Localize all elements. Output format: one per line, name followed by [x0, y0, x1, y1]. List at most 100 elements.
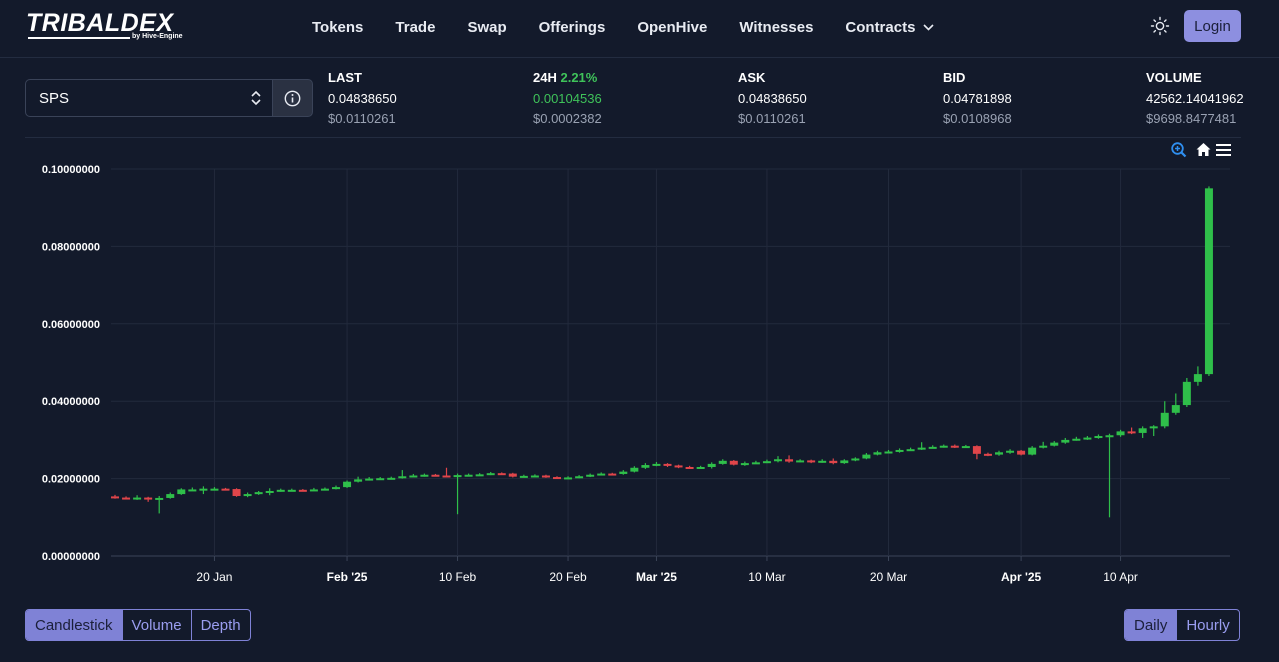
candle-body: [685, 466, 694, 469]
candle-body: [210, 488, 219, 491]
candle-body: [696, 466, 705, 469]
nav-link-witnesses[interactable]: Witnesses: [739, 18, 814, 36]
menu-icon[interactable]: [1215, 141, 1232, 158]
x-tick-label: 20 Feb: [549, 570, 587, 584]
x-tick-label: 20 Jan: [196, 570, 232, 584]
candle-body: [332, 487, 340, 490]
candle-body: [1083, 437, 1092, 440]
stats-divider: [25, 137, 1241, 138]
depth-button[interactable]: Depth: [192, 610, 250, 640]
candle-body: [740, 463, 749, 466]
stat-volume: VOLUME 42562.14041962 $9698.8477481: [1146, 70, 1244, 126]
candle-body: [818, 460, 827, 463]
stat-volume-value: 42562.14041962: [1146, 91, 1244, 106]
y-tick-label: 0.08000000: [42, 241, 100, 253]
candle-body: [1149, 426, 1158, 429]
stat-last-usd: $0.0110261: [328, 111, 396, 126]
candle-body: [453, 475, 462, 478]
candle-body: [895, 449, 904, 452]
stat-ask: ASK 0.04838650 $0.0110261: [738, 70, 807, 126]
y-tick-label: 0.04000000: [42, 396, 100, 408]
stat-bid-usd: $0.0108968: [943, 111, 1012, 126]
login-button[interactable]: Login: [1184, 10, 1241, 42]
candle-body: [243, 494, 252, 497]
nav-link-openhive[interactable]: OpenHive: [637, 18, 708, 36]
stat-ask-usd: $0.0110261: [738, 111, 806, 126]
candle-body: [409, 475, 418, 478]
candlestick-button[interactable]: Candlestick: [26, 610, 123, 640]
token-select-value: SPS: [39, 90, 70, 107]
stat-24h-label: 24H 2.21%: [533, 70, 602, 86]
stat-24h: 24H 2.21% 0.00104536 $0.0002382: [533, 70, 602, 126]
nav-link-trade[interactable]: Trade: [395, 18, 436, 36]
stat-24h-value: 0.00104536: [533, 91, 602, 106]
candle-body: [276, 489, 285, 492]
nav-link-offerings[interactable]: Offerings: [538, 18, 606, 36]
tribaldex-logo[interactable]: TRIBALDEX by Hive-Engine: [26, 9, 186, 43]
stat-volume-label: VOLUME: [1146, 70, 1202, 85]
candle-body: [1028, 447, 1037, 455]
candle-body: [475, 474, 484, 477]
token-info-button[interactable]: [272, 79, 313, 117]
candle-body: [1193, 374, 1202, 382]
nav-link-tokens[interactable]: Tokens: [312, 18, 364, 36]
candle-body: [972, 446, 981, 454]
candle-body: [1105, 435, 1114, 438]
x-tick-label: Mar '25: [636, 570, 677, 584]
candle-body: [1127, 431, 1136, 434]
hourly-button[interactable]: Hourly: [1177, 610, 1238, 640]
nav-link-contracts[interactable]: Contracts: [845, 19, 934, 36]
chart-grid: [111, 168, 1230, 561]
candle-body: [884, 451, 893, 454]
nav-link-swap[interactable]: Swap: [467, 18, 507, 36]
top-nav: TRIBALDEX by Hive-Engine Tokens Trade Sw…: [0, 0, 1279, 58]
candle-body: [519, 475, 528, 478]
candlestick-chart[interactable]: 0.10000000 0.08000000 0.06000000 0.04000000…: [0, 140, 1279, 590]
candle-body: [1050, 442, 1059, 446]
x-axis: 20 Jan Feb '25 10 Feb 20 Feb Mar '25 10 Mar 20…: [196, 570, 1137, 584]
candle-body: [718, 460, 727, 464]
candle-body: [144, 497, 153, 500]
candle-body: [287, 489, 296, 492]
candle-body: [530, 475, 539, 478]
candle-body: [387, 477, 396, 480]
candle-body: [1061, 439, 1070, 443]
candle-body: [111, 496, 119, 499]
candle-body: [155, 497, 164, 500]
candle-body: [917, 447, 926, 450]
sun-icon[interactable]: [1150, 16, 1170, 36]
candle-body: [431, 474, 440, 477]
candle-body: [420, 474, 429, 477]
candle-body: [630, 467, 639, 472]
candle-body: [398, 476, 407, 479]
interval-toggle: Daily Hourly: [1124, 609, 1240, 641]
candle-body: [464, 474, 473, 477]
stat-bid-label: BID: [943, 70, 966, 85]
candle-body: [1072, 438, 1081, 441]
candle-body: [608, 473, 617, 476]
candle-body: [376, 478, 385, 481]
candle-body: [829, 460, 838, 464]
candle-body: [586, 474, 595, 477]
volume-button[interactable]: Volume: [123, 610, 192, 640]
candle-body: [862, 454, 871, 459]
candle-body: [309, 489, 318, 492]
candle-body: [851, 458, 860, 461]
y-tick-label: 0.00000000: [42, 551, 100, 563]
candle-body: [641, 465, 650, 468]
home-icon[interactable]: [1195, 141, 1212, 158]
candle-body: [807, 460, 816, 463]
candle-body: [1171, 405, 1180, 413]
x-tick-label: Apr '25: [1001, 570, 1042, 584]
token-select[interactable]: SPS: [25, 79, 273, 117]
candle-body: [652, 463, 661, 466]
candle-body: [785, 459, 794, 462]
zoom-in-icon[interactable]: [1170, 141, 1188, 159]
daily-button[interactable]: Daily: [1125, 610, 1178, 640]
y-tick-label: 0.06000000: [42, 319, 100, 331]
logo-subtitle: by Hive-Engine: [132, 33, 183, 40]
candle-body: [177, 489, 186, 495]
candle-body: [729, 460, 738, 465]
candle-body: [796, 460, 805, 463]
candle-body: [1160, 412, 1169, 427]
